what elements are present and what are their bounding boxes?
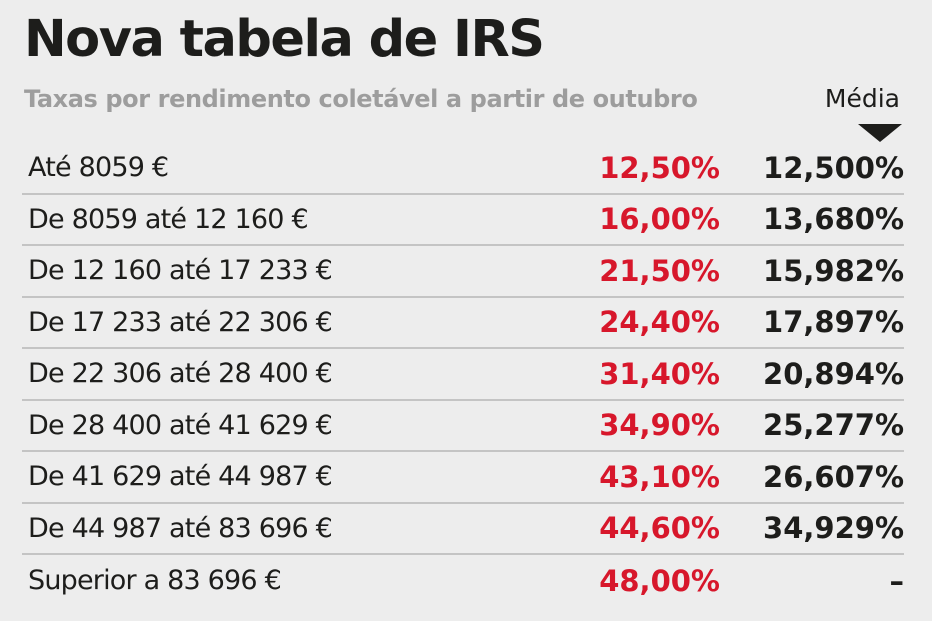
average-rate: –	[889, 563, 905, 598]
average-rate: 12,500%	[763, 150, 904, 185]
marginal-rate: 16,00%	[599, 202, 720, 237]
media-column-header: Média	[824, 84, 900, 113]
marginal-rate: 44,60%	[599, 511, 720, 546]
table-row: De 44 987 até 83 696 € 44,60% 34,929%	[22, 504, 904, 555]
arrow-down-icon	[858, 124, 902, 142]
average-rate: 25,277%	[763, 408, 904, 443]
table-row: De 41 629 até 44 987 € 43,10% 26,607%	[22, 452, 904, 504]
marginal-rate: 43,10%	[599, 459, 720, 494]
table-row: De 8059 até 12 160 € 16,00% 13,680%	[22, 195, 904, 246]
average-rate: 15,982%	[763, 253, 904, 288]
income-bracket: De 41 629 até 44 987 €	[28, 461, 333, 493]
marginal-rate: 34,90%	[599, 408, 720, 443]
average-rate: 34,929%	[763, 511, 904, 546]
table-row: Até 8059 € 12,50% 12,500%	[22, 143, 904, 195]
income-bracket: De 22 306 até 28 400 €	[28, 358, 333, 390]
page-subtitle: Taxas por rendimento coletável a partir …	[24, 85, 698, 113]
tax-table: Até 8059 € 12,50% 12,500% De 8059 até 12 16…	[22, 143, 904, 607]
table-row: Superior a 83 696 € 48,00% –	[22, 555, 904, 607]
income-bracket: De 8059 até 12 160 €	[28, 203, 309, 235]
average-rate: 26,607%	[763, 459, 904, 494]
income-bracket: De 28 400 até 41 629 €	[28, 409, 333, 441]
marginal-rate: 48,00%	[599, 563, 720, 598]
income-bracket: De 17 233 até 22 306 €	[28, 306, 333, 338]
marginal-rate: 31,40%	[599, 356, 720, 391]
marginal-rate: 24,40%	[599, 305, 720, 340]
average-rate: 13,680%	[763, 202, 904, 237]
page-title: Nova tabela de IRS	[24, 10, 545, 69]
table-row: De 12 160 até 17 233 € 21,50% 15,982%	[22, 246, 904, 298]
table-row: De 17 233 até 22 306 € 24,40% 17,897%	[22, 298, 904, 349]
table-row: De 28 400 até 41 629 € 34,90% 25,277%	[22, 401, 904, 452]
average-rate: 17,897%	[763, 305, 904, 340]
income-bracket: De 12 160 até 17 233 €	[28, 255, 333, 287]
income-bracket: De 44 987 até 83 696 €	[28, 512, 333, 544]
income-bracket: Superior a 83 696 €	[28, 565, 282, 597]
marginal-rate: 12,50%	[599, 150, 720, 185]
average-rate: 20,894%	[763, 356, 904, 391]
table-row: De 22 306 até 28 400 € 31,40% 20,894%	[22, 349, 904, 401]
income-bracket: Até 8059 €	[28, 152, 169, 184]
marginal-rate: 21,50%	[599, 253, 720, 288]
